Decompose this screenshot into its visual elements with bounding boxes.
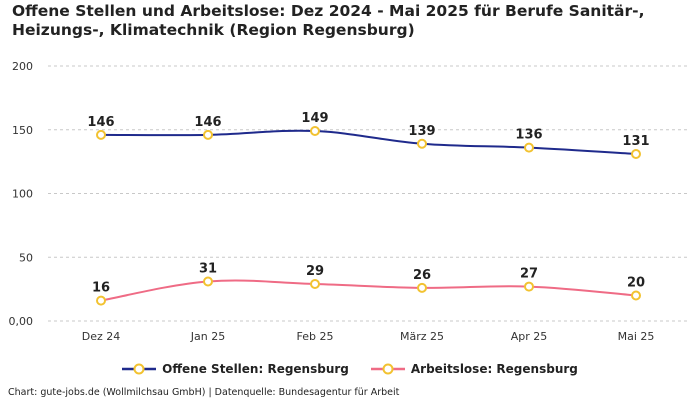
data-markers [96, 126, 641, 306]
x-axis-ticks: Dez 24 Jan 25 Feb 25 März 25 Apr 25 Mai 25 [82, 330, 655, 343]
data-label: 146 [194, 115, 221, 130]
data-label: 136 [515, 128, 542, 143]
x-tick-label: März 25 [400, 330, 444, 343]
data-label: 131 [622, 134, 649, 149]
data-point[interactable] [310, 279, 320, 290]
legend: Offene Stellen: Regensburg Arbeitslose: … [0, 362, 700, 376]
legend-item-arbeitslose[interactable]: Arbeitslose: Regensburg [370, 362, 578, 376]
grid-lines [48, 65, 690, 322]
x-tick-label: Jan 25 [190, 330, 225, 343]
data-label: 26 [413, 268, 431, 283]
data-label: 139 [408, 124, 435, 139]
source-credit: Chart: gute-jobs.de (Wollmilchsau GmbH) … [8, 387, 400, 398]
y-tick-label: 100 [12, 188, 33, 201]
data-point[interactable] [524, 142, 534, 153]
data-point[interactable] [417, 138, 427, 149]
legend-label-offene-stellen: Offene Stellen: Regensburg [162, 362, 349, 376]
data-label: 29 [306, 264, 324, 279]
legend-swatch-offene-stellen-icon [122, 363, 157, 375]
x-tick-label: Mai 25 [618, 330, 655, 343]
y-tick-label: 0,00 [9, 315, 34, 328]
data-label: 16 [92, 281, 110, 296]
data-point[interactable] [310, 126, 320, 137]
data-label: 31 [199, 261, 217, 276]
series-line-2 [100, 279, 637, 302]
data-label: 146 [87, 115, 114, 130]
y-tick-label: 200 [12, 60, 33, 73]
data-point[interactable] [96, 295, 106, 306]
data-point[interactable] [631, 148, 641, 159]
data-point[interactable] [203, 129, 213, 140]
data-point[interactable] [203, 276, 213, 287]
y-axis-ticks: 0,00 50 100 150 200 [9, 60, 34, 328]
data-point[interactable] [417, 282, 427, 293]
chart-title: Offene Stellen und Arbeitslose: Dez 2024… [12, 2, 645, 39]
data-point[interactable] [96, 129, 106, 140]
series-line-1 [100, 129, 637, 155]
legend-item-offene-stellen[interactable]: Offene Stellen: Regensburg [122, 362, 349, 376]
data-label: 149 [301, 111, 328, 126]
legend-swatch-arbeitslose-icon [370, 363, 405, 375]
data-point[interactable] [524, 281, 534, 292]
series-lines [100, 129, 637, 302]
data-point[interactable] [631, 290, 641, 301]
data-label: 20 [627, 276, 645, 291]
x-tick-label: Feb 25 [297, 330, 334, 343]
data-label: 27 [520, 267, 538, 282]
x-tick-label: Apr 25 [511, 330, 548, 343]
legend-label-arbeitslose: Arbeitslose: Regensburg [410, 362, 578, 376]
x-tick-label: Dez 24 [82, 330, 121, 343]
data-labels: 146 146 149 139 136 131 16 31 29 26 27 20 [87, 111, 649, 296]
y-tick-label: 50 [19, 251, 33, 264]
y-tick-label: 150 [12, 124, 33, 137]
